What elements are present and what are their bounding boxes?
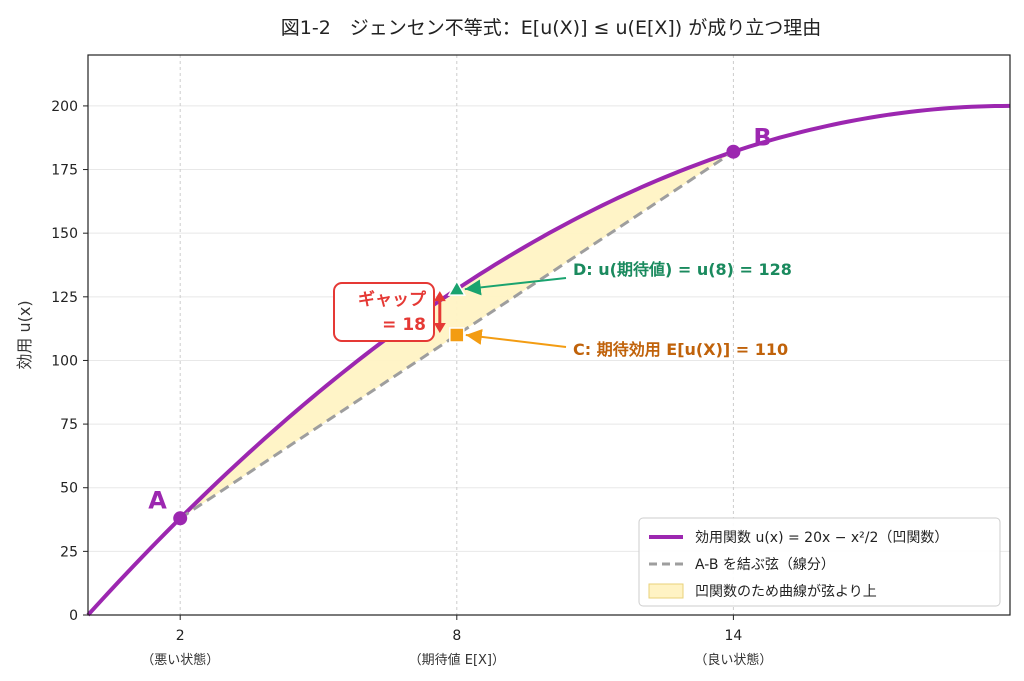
y-tick-label: 150 [51, 226, 78, 242]
grid [88, 55, 1010, 616]
legend-label: 効用関数 u(x) = 20x − x²/2（凹関数） [695, 530, 948, 546]
y-tick-label: 50 [60, 481, 78, 497]
gap-arrow-head-top [433, 291, 446, 302]
y-axis-label: 効用 u(x) [15, 300, 34, 369]
legend: 効用関数 u(x) = 20x − x²/2（凹関数） A-B を結ぶ弦（線分） 凹… [638, 517, 1001, 607]
y-tick-label: 100 [51, 353, 78, 369]
utility-curve [86, 103, 1011, 617]
gap-label-title: ギャップ [358, 289, 427, 310]
annotations: D: u(期待値) = u(8) = 128 C: 期待効用 E[u(X)] = … [333, 260, 792, 359]
marker-c [449, 327, 465, 343]
legend-label: 凹関数のため曲線が弦より上 [695, 584, 877, 600]
y-tick-label: 200 [51, 99, 78, 115]
gap-arrow-head-bottom [433, 323, 446, 333]
arrow-c [465, 328, 567, 348]
y-tick-label: 175 [51, 163, 78, 179]
x-tick-label: 14 [724, 628, 742, 644]
legend-swatch-fill [648, 583, 684, 599]
marker-d [447, 279, 467, 296]
label-c: C: 期待効用 E[u(X)] = 110 [573, 340, 788, 359]
series-lines [86, 103, 1011, 617]
point-label-b: B [753, 124, 771, 152]
x-tick-sublabel: （悪い状態） [141, 652, 219, 668]
y-tick-label: 125 [51, 290, 78, 306]
point-a [173, 511, 188, 526]
x-tick-label: 8 [452, 628, 461, 644]
x-tick-label: 2 [176, 628, 185, 644]
point-label-a: A [148, 486, 167, 514]
plot-frame [87, 54, 1011, 616]
y-tick-label: 25 [60, 544, 78, 560]
x-tick-sublabel: （期待値 E[X]） [409, 652, 505, 668]
arrow-d [464, 277, 567, 296]
legend-label: A-B を結ぶ弦（線分） [695, 557, 835, 573]
x-tick-sublabel: （良い状態） [694, 652, 772, 668]
data-markers: AB [148, 124, 772, 526]
label-d: D: u(期待値) = u(8) = 128 [573, 260, 792, 279]
gap-label-value: = 18 [382, 315, 426, 335]
legend-box [638, 517, 1001, 607]
point-b [726, 144, 741, 159]
y-tick-label: 75 [60, 417, 78, 433]
y-tick-label: 0 [69, 608, 78, 624]
gap-label-box [333, 282, 435, 342]
chart-title: 図1-2 ジェンセン不等式：E[u(X)] ≤ u(E[X]) が成り立つ理由 [281, 17, 822, 39]
chord-line [179, 150, 735, 520]
axes: 0 25 50 75 100 125 150 175 200 2 （悪い状態） 8 （期待値 E[X]）… [51, 54, 1011, 668]
